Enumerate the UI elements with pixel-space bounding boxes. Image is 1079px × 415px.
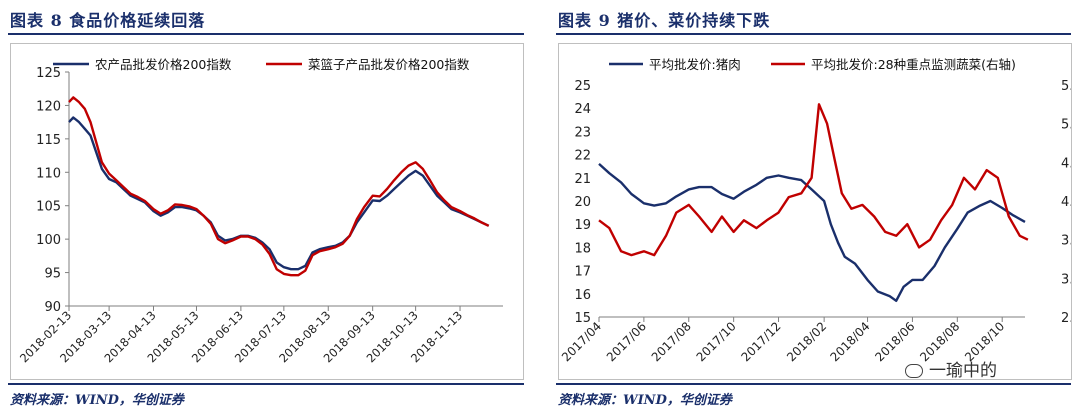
title-rule-left	[8, 33, 524, 35]
legend-label-2: 平均批发价:28种重点监测蔬菜(右轴)	[811, 57, 1016, 72]
series-line-1	[598, 163, 1026, 302]
y-tick-label: 22	[574, 149, 591, 164]
source-note-right: 资料来源：WIND，华创证券	[558, 393, 732, 408]
watermark: 一瑜中的	[905, 356, 997, 381]
y-tick-label: 115	[36, 133, 61, 148]
y-tick-label: 110	[36, 166, 61, 181]
y-tick-label: 24	[574, 102, 591, 117]
y-tick-label: 18	[574, 241, 591, 256]
y-tick-label: 95	[44, 267, 61, 282]
source-note-left: 资料来源：WIND，华创证券	[10, 393, 184, 408]
x-tick-label: 2017/12	[738, 319, 783, 364]
wechat-icon	[905, 364, 923, 378]
chart-title-right: 图表 9 猪价、菜价持续下跌	[558, 11, 771, 30]
source-rule-left	[8, 383, 524, 385]
source-rule-right	[556, 383, 1071, 385]
series-line-2	[68, 96, 490, 277]
legend-label-2: 菜篮子产品批发价格200指数	[308, 57, 470, 72]
chart-panel-right: 图表 9 猪价、菜价持续下跌 15 16 17 18 19 20 21 22 23 24 25 2.5…	[548, 0, 1079, 415]
chart-area-right: 15 16 17 18 19 20 21 22 23 24 25 2.5 3.0 3.5 4.0 4.5 5.0…	[558, 43, 1079, 380]
y-tick-label: 20	[574, 195, 591, 210]
y-tick-label: 17	[574, 265, 591, 280]
y-tick-label: 15	[574, 311, 591, 326]
x-tick-label: 2017/06	[604, 319, 649, 364]
y-tick-label: 16	[574, 288, 591, 303]
y2-tick-label: 4.5	[1061, 156, 1071, 171]
y-tick-label: 21	[574, 172, 591, 187]
y-tick-label: 120	[36, 99, 61, 114]
y-tick-label: 100	[36, 233, 61, 248]
legend-label-1: 平均批发价:猪肉	[649, 57, 741, 72]
x-tick-label: 2018/04	[828, 319, 873, 364]
line-chart-pork-vegetable: 15 16 17 18 19 20 21 22 23 24 25 2.5 3.0 3.5 4.0 4.5 5.0…	[559, 57, 1079, 364]
x-tick-label: 2017/08	[649, 319, 694, 364]
y2-tick-label: 5.0	[1061, 118, 1071, 133]
line-chart-food-index: 90951001051101151201252018-02-132018-03-…	[17, 57, 503, 365]
y2-tick-label: 2.5	[1061, 311, 1071, 326]
y-tick-label: 23	[574, 125, 591, 140]
y2-tick-label: 3.0	[1061, 272, 1071, 287]
y2-tick-label: 4.0	[1061, 195, 1071, 210]
chart-panel-left: 图表 8 食品价格延续回落 90 95 100 105 110 115 120 125 2018…	[0, 0, 532, 415]
chart-title-left: 图表 8 食品价格延续回落	[10, 11, 206, 30]
y2-tick-label: 3.5	[1061, 234, 1071, 249]
x-tick-label: 2017/10	[694, 319, 739, 364]
y-tick-label: 19	[574, 218, 591, 233]
y-tick-label: 25	[574, 79, 591, 94]
title-rule-right	[556, 33, 1071, 35]
watermark-text: 一瑜中的	[929, 361, 997, 381]
y-tick-label: 90	[44, 300, 61, 315]
series-line-1	[68, 116, 490, 271]
chart-area-left: 90 95 100 105 110 115 120 125 2018-02-13 2018-03-…	[10, 43, 524, 380]
series-line-2	[598, 103, 1029, 257]
legend-label-1: 农产品批发价格200指数	[95, 57, 232, 72]
y-tick-label: 125	[36, 66, 61, 81]
y2-tick-label: 5.5	[1061, 79, 1071, 94]
y-tick-label: 105	[36, 200, 61, 215]
x-tick-label: 2018/02	[784, 319, 829, 364]
